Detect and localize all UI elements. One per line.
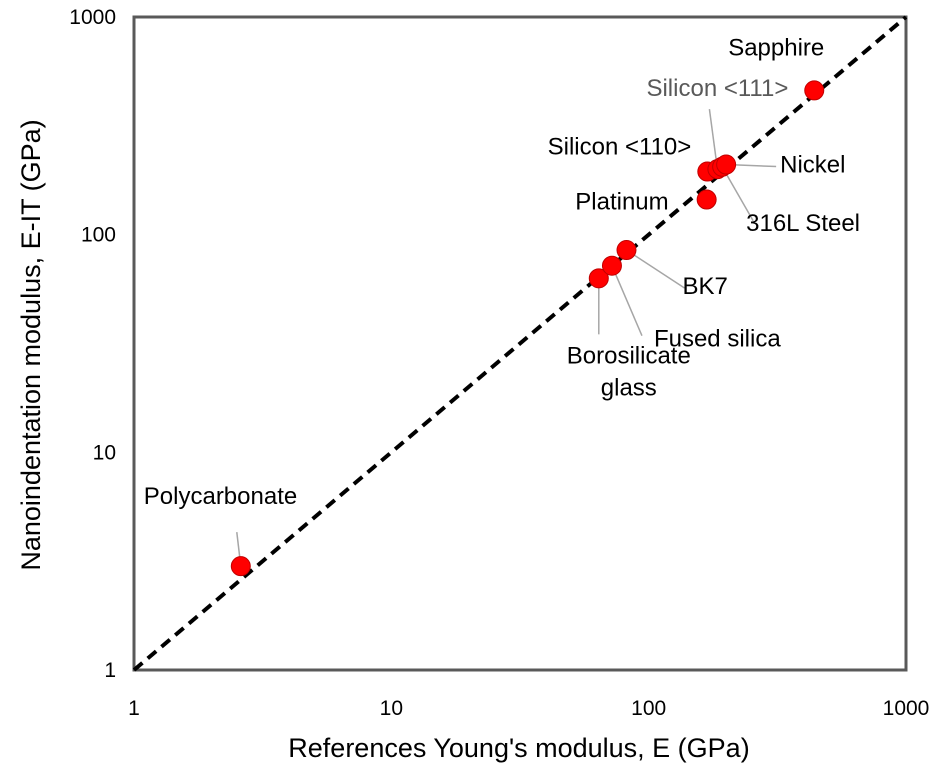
data-point xyxy=(716,154,737,175)
point-label: 316L Steel xyxy=(746,210,860,237)
data-point xyxy=(588,268,609,289)
data-point xyxy=(616,240,637,261)
point-label: Polycarbonate xyxy=(144,483,297,510)
point-label: Silicon <110> xyxy=(548,134,692,161)
leader-line xyxy=(611,265,643,337)
x-tick-label: 1000 xyxy=(883,697,930,720)
point-label: Fused silica xyxy=(654,326,781,353)
leader-line xyxy=(721,166,754,222)
y-tick-label: 100 xyxy=(81,224,116,247)
reference-line-group xyxy=(132,15,908,672)
tick-labels-group: 1 10 100 1000 1 10 100 1000 xyxy=(69,6,929,720)
data-point xyxy=(804,80,825,101)
y-tick-label: 1 xyxy=(104,659,116,682)
reference-line-y-equals-x xyxy=(132,15,908,672)
y-tick-label: 1000 xyxy=(69,6,116,29)
leader-line xyxy=(626,249,685,289)
plot-area-border xyxy=(132,15,908,672)
point-label: Nickel xyxy=(780,152,845,179)
y-axis-title: Nanoindentation modulus, E-IT (GPa) xyxy=(16,119,46,570)
x-tick-label: 100 xyxy=(631,697,666,720)
x-axis-title: References Young's modulus, E (GPa) xyxy=(288,733,749,763)
point-label: Platinum xyxy=(575,189,668,216)
x-tick-label: 10 xyxy=(380,697,403,720)
data-point xyxy=(601,255,622,276)
x-tick-label: 1 xyxy=(128,697,140,720)
point-label: Borosilicate glass xyxy=(567,342,691,401)
plot-frame-group xyxy=(132,15,908,672)
point-label: Silicon <111> xyxy=(646,75,788,102)
data-point xyxy=(696,189,717,210)
data-point xyxy=(230,556,251,577)
point-label: BK7 xyxy=(682,273,727,300)
point-label: Sapphire xyxy=(728,34,824,61)
y-tick-label: 10 xyxy=(93,441,116,464)
data-points-group xyxy=(230,80,825,577)
